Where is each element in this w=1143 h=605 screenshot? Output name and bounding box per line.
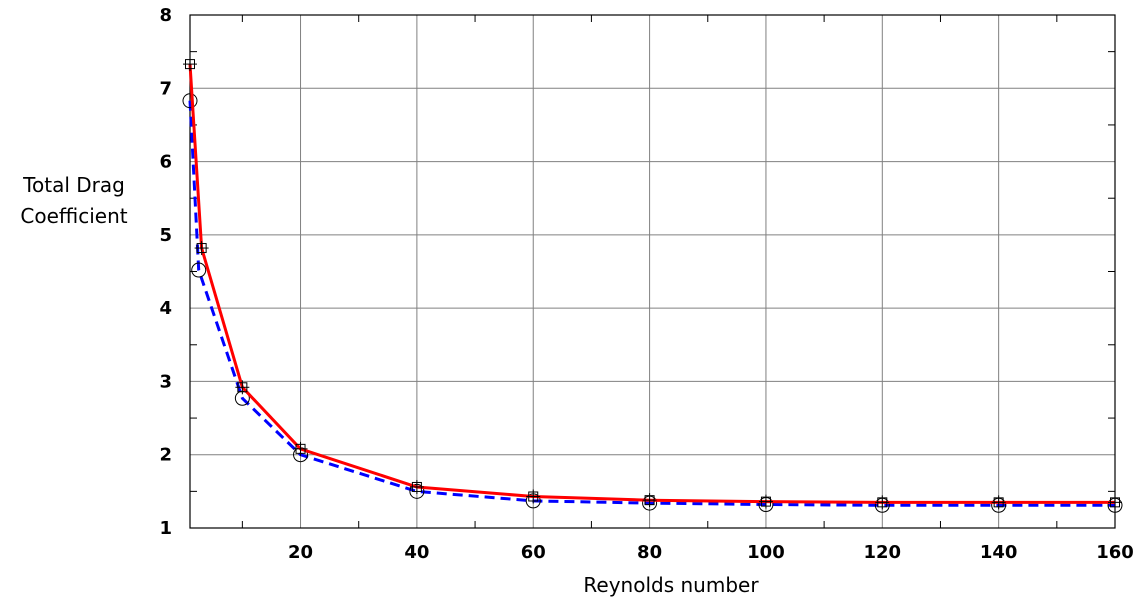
y-tick-label: 1 [159,518,172,539]
data-point [1108,495,1122,510]
grid [190,14,1116,529]
data-point [758,494,773,509]
series-solid [183,57,1122,510]
minor-ticks [190,15,1115,528]
series [182,57,1123,513]
data-point [194,241,209,256]
y-tick-label: 5 [159,225,172,246]
data-point [182,93,198,109]
data-point [991,495,1006,510]
series-dashed [182,93,1123,513]
x-tick-label: 140 [980,542,1018,563]
x-tick-label: 100 [747,542,785,563]
x-tick-label: 20 [288,542,313,563]
series-line [188,64,1115,504]
data-point [642,493,657,508]
x-tick-label: 40 [404,542,429,563]
data-point [191,262,207,278]
data-point [293,441,308,456]
y-tick-labels: 1 2 3 4 5 6 7 8 [159,5,172,539]
y-tick-label: 4 [159,298,172,319]
data-point [409,479,424,494]
x-tick-label: 160 [1096,542,1134,563]
x-tick-label: 80 [637,542,662,563]
y-axis-title-line-1: Total Drag [22,173,125,197]
x-tick-label: 60 [521,542,546,563]
y-tick-label: 7 [159,78,172,99]
data-point [183,57,197,72]
x-axis-title: Reynolds number [583,573,759,597]
y-tick-label: 3 [159,371,172,392]
plot-frame [189,14,1116,529]
x-tick-label: 120 [864,542,902,563]
y-axis-title-line-2: Coefficient [20,204,127,228]
y-tick-label: 6 [159,152,172,173]
y-tick-label: 2 [159,445,172,466]
data-point [235,380,250,395]
y-tick-label: 8 [159,5,172,26]
data-point [875,495,890,510]
data-point [526,489,541,504]
x-tick-labels: 20 40 60 80 100 120 140 160 [288,542,1134,563]
